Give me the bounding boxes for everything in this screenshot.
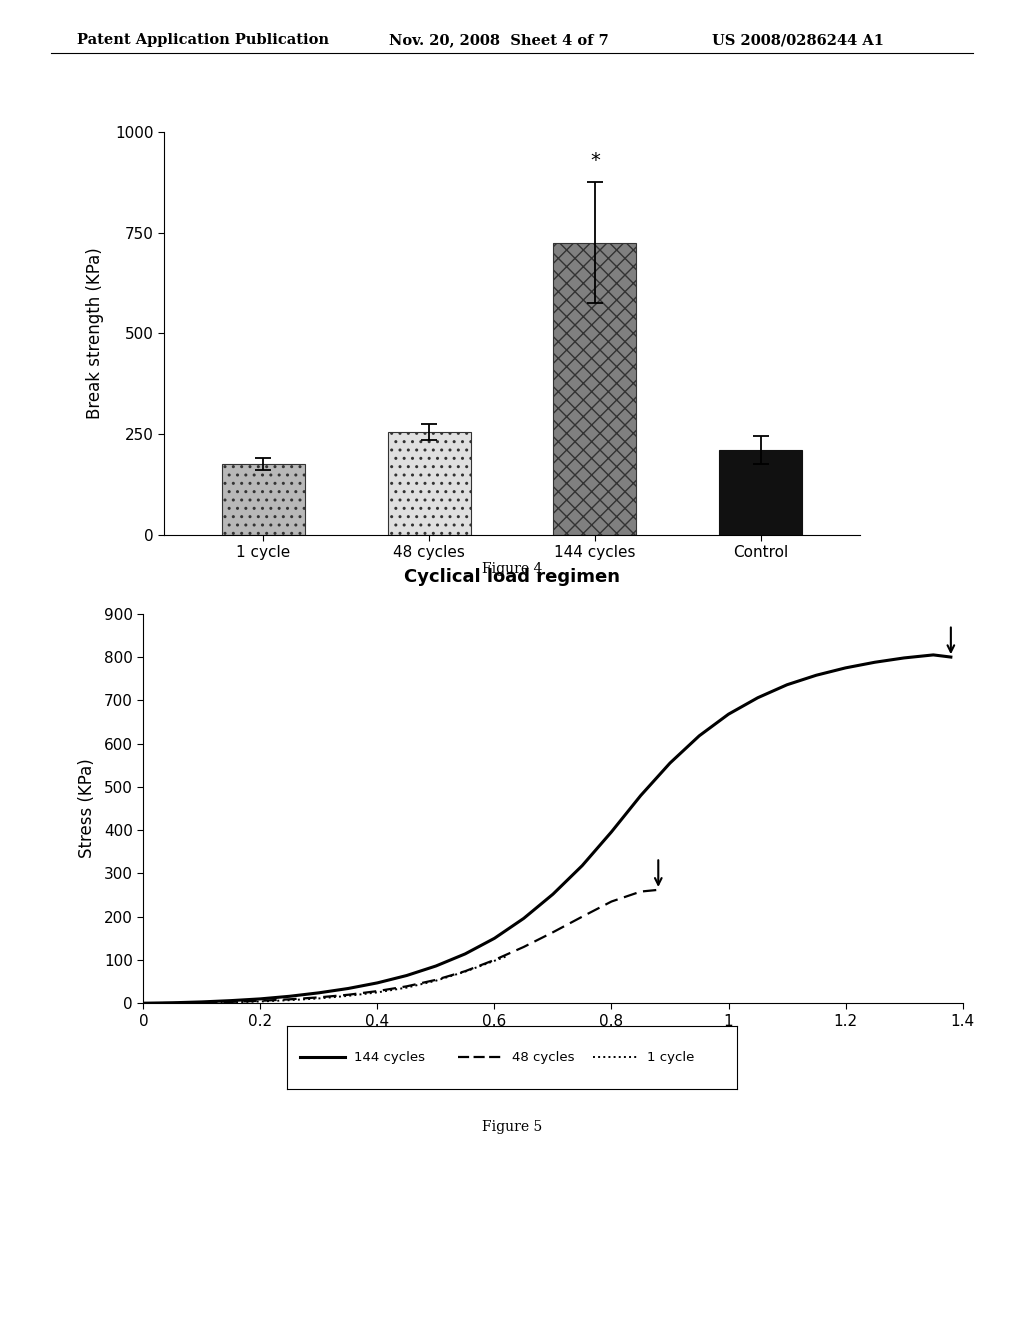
Text: 144 cycles: 144 cycles: [354, 1051, 425, 1064]
Bar: [553, 243, 636, 535]
X-axis label: Strain: Strain: [522, 1038, 584, 1055]
Text: Figure 4: Figure 4: [482, 562, 542, 576]
Text: 1 cycle: 1 cycle: [647, 1051, 694, 1064]
Text: US 2008/0286244 A1: US 2008/0286244 A1: [712, 33, 884, 48]
Text: 48 cycles: 48 cycles: [512, 1051, 574, 1064]
Text: Patent Application Publication: Patent Application Publication: [77, 33, 329, 48]
Text: *: *: [590, 152, 600, 170]
Y-axis label: Break strength (KPa): Break strength (KPa): [86, 247, 103, 420]
X-axis label: Cyclical load regimen: Cyclical load regimen: [404, 569, 620, 586]
Bar: [719, 450, 802, 535]
Bar: [388, 432, 471, 535]
Text: Nov. 20, 2008  Sheet 4 of 7: Nov. 20, 2008 Sheet 4 of 7: [389, 33, 609, 48]
Text: Figure 5: Figure 5: [482, 1121, 542, 1134]
Y-axis label: Stress (KPa): Stress (KPa): [78, 759, 95, 858]
Bar: [222, 465, 305, 535]
